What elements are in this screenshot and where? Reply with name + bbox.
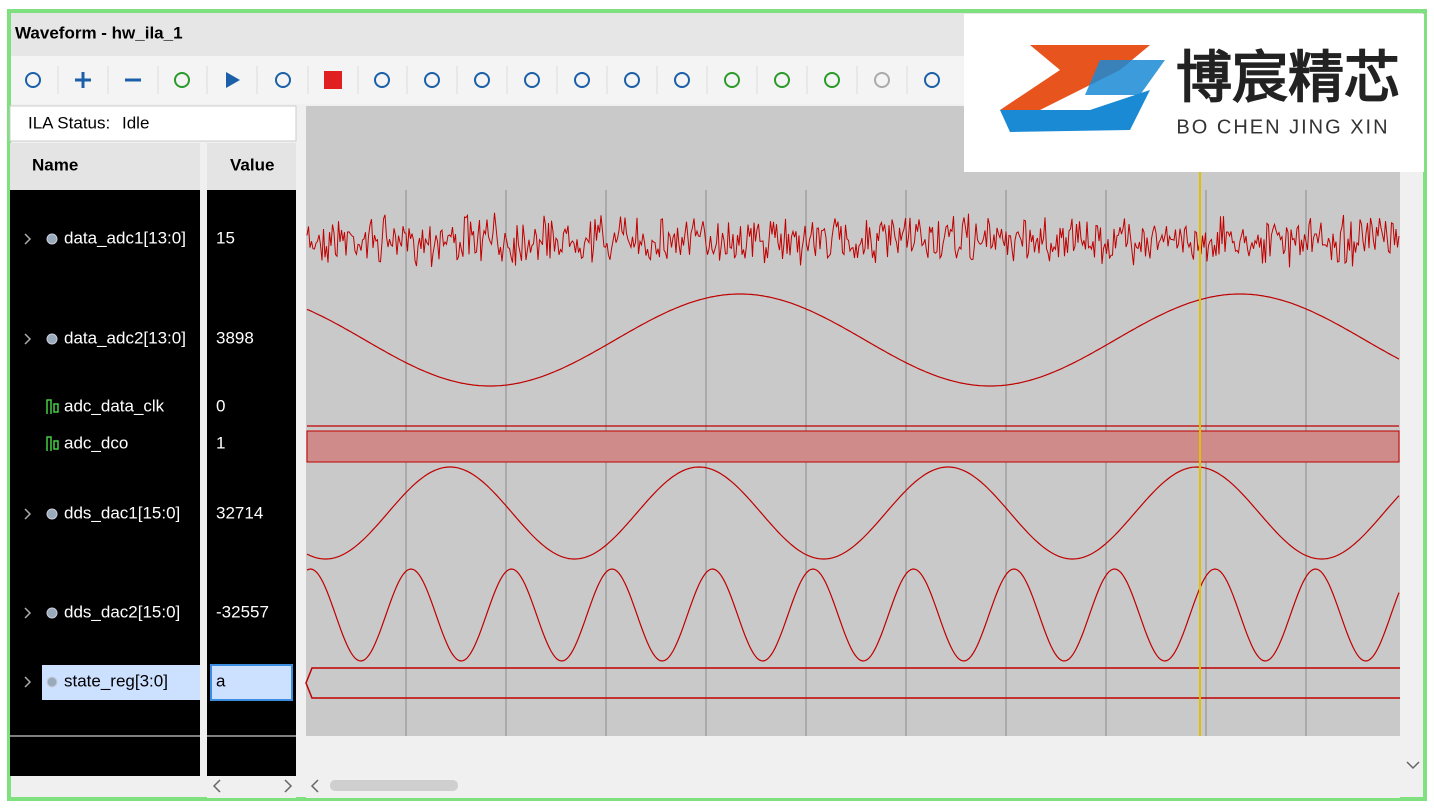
scroll-right[interactable] bbox=[284, 779, 293, 793]
tool-icon bbox=[774, 72, 790, 88]
bus-icon bbox=[46, 333, 58, 345]
expand-arrow[interactable] bbox=[24, 676, 32, 688]
logo-mark bbox=[1000, 70, 1120, 110]
tool-icon bbox=[674, 72, 690, 88]
tool-icon bbox=[524, 72, 540, 88]
wave-area bbox=[306, 106, 1400, 736]
toolbar-button[interactable] bbox=[724, 72, 740, 88]
scroll-down[interactable] bbox=[1406, 761, 1420, 770]
name-header[interactable] bbox=[10, 143, 200, 190]
status-box bbox=[9, 105, 297, 142]
tool-icon bbox=[424, 72, 440, 88]
status-label: ILA Status: bbox=[28, 113, 110, 132]
expand-arrow[interactable] bbox=[24, 607, 32, 619]
signal-value: a bbox=[216, 671, 226, 690]
toolbar-button[interactable] bbox=[874, 72, 890, 88]
value-highlight bbox=[210, 664, 293, 701]
toolbar-button[interactable] bbox=[574, 72, 590, 88]
toolbar-button[interactable] bbox=[774, 72, 790, 88]
signal-name[interactable]: dds_dac2[15:0] bbox=[64, 602, 180, 621]
waveform-noise bbox=[306, 212, 1400, 268]
signal-name[interactable]: adc_dco bbox=[64, 433, 128, 452]
tool-icon bbox=[275, 72, 291, 88]
toolbar-button[interactable] bbox=[324, 71, 342, 89]
bus-icon bbox=[46, 233, 58, 245]
signal-name[interactable]: data_adc1[13:0] bbox=[64, 228, 186, 247]
toolbar-button[interactable] bbox=[624, 72, 640, 88]
toolbar-button[interactable] bbox=[424, 72, 440, 88]
tool-icon bbox=[624, 72, 640, 88]
tool-icon bbox=[874, 72, 890, 88]
scroll-left[interactable] bbox=[310, 779, 319, 793]
wire-icon bbox=[46, 436, 59, 451]
window-title: Waveform - hw_ila_1 bbox=[15, 23, 183, 42]
value-header-text: Value bbox=[230, 155, 274, 174]
tool-icon bbox=[374, 72, 390, 88]
toolbar-button[interactable] bbox=[226, 72, 240, 88]
toolbar-button[interactable] bbox=[174, 72, 190, 88]
value-header[interactable] bbox=[207, 143, 296, 190]
scroll-thumb[interactable] bbox=[330, 780, 458, 791]
v-scrollbar[interactable] bbox=[1400, 106, 1423, 776]
toolbar-button[interactable] bbox=[924, 72, 940, 88]
expand-arrow[interactable] bbox=[24, 508, 32, 520]
toolbar-button[interactable] bbox=[275, 72, 291, 88]
tool-icon bbox=[174, 72, 190, 88]
tool-icon bbox=[824, 72, 840, 88]
wave-hscroll[interactable] bbox=[306, 776, 1400, 798]
logo-pinyin: BO CHEN JING XIN bbox=[1176, 116, 1389, 138]
add-icon bbox=[75, 72, 91, 88]
waveform-dco bbox=[306, 430, 1400, 463]
toolbar-button[interactable] bbox=[474, 72, 490, 88]
tool-icon bbox=[25, 72, 41, 88]
toolbar-button[interactable] bbox=[674, 72, 690, 88]
bus-icon bbox=[46, 676, 58, 688]
signal-value: 0 bbox=[216, 396, 225, 415]
signal-name[interactable]: dds_dac1[15:0] bbox=[64, 503, 180, 522]
name-header-text: Name bbox=[32, 155, 78, 174]
signal-value: 3898 bbox=[216, 328, 254, 347]
status-value: Idle bbox=[122, 113, 149, 132]
waveform-bus bbox=[305, 667, 1400, 699]
waveform-sine bbox=[306, 568, 1400, 662]
row-highlight bbox=[42, 665, 200, 700]
toolbar-button[interactable] bbox=[824, 72, 840, 88]
tool-icon bbox=[724, 72, 740, 88]
signal-name[interactable]: data_adc2[13:0] bbox=[64, 328, 186, 347]
toolbar-button[interactable] bbox=[75, 72, 91, 88]
tool-icon bbox=[474, 72, 490, 88]
toolbar-button[interactable] bbox=[25, 72, 41, 88]
signal-value: 1 bbox=[216, 433, 225, 452]
signal-value: 32714 bbox=[216, 503, 263, 522]
run-icon bbox=[226, 72, 240, 88]
tool-icon bbox=[924, 72, 940, 88]
expand-arrow[interactable] bbox=[24, 233, 32, 245]
value-hscroll[interactable] bbox=[207, 776, 296, 798]
logo-mark bbox=[1000, 90, 1150, 132]
signal-name[interactable]: adc_data_clk bbox=[64, 396, 165, 415]
signal-name[interactable]: state_reg[3:0] bbox=[64, 671, 168, 690]
logo-chinese: 博宸精芯 bbox=[1176, 46, 1400, 111]
signal-value: 15 bbox=[216, 228, 235, 247]
waveform-sine bbox=[306, 293, 1400, 387]
logo-mark bbox=[1085, 60, 1165, 95]
toolbar-button[interactable] bbox=[524, 72, 540, 88]
tool-icon bbox=[574, 72, 590, 88]
waveform-sine bbox=[306, 466, 1400, 560]
toolbar-button[interactable] bbox=[374, 72, 390, 88]
bus-icon bbox=[46, 607, 58, 619]
stop-icon bbox=[324, 71, 342, 89]
expand-arrow[interactable] bbox=[24, 333, 32, 345]
bus-icon bbox=[46, 508, 58, 520]
signal-value: -32557 bbox=[216, 602, 269, 621]
wire-icon bbox=[46, 399, 59, 414]
scroll-left[interactable] bbox=[212, 779, 221, 793]
